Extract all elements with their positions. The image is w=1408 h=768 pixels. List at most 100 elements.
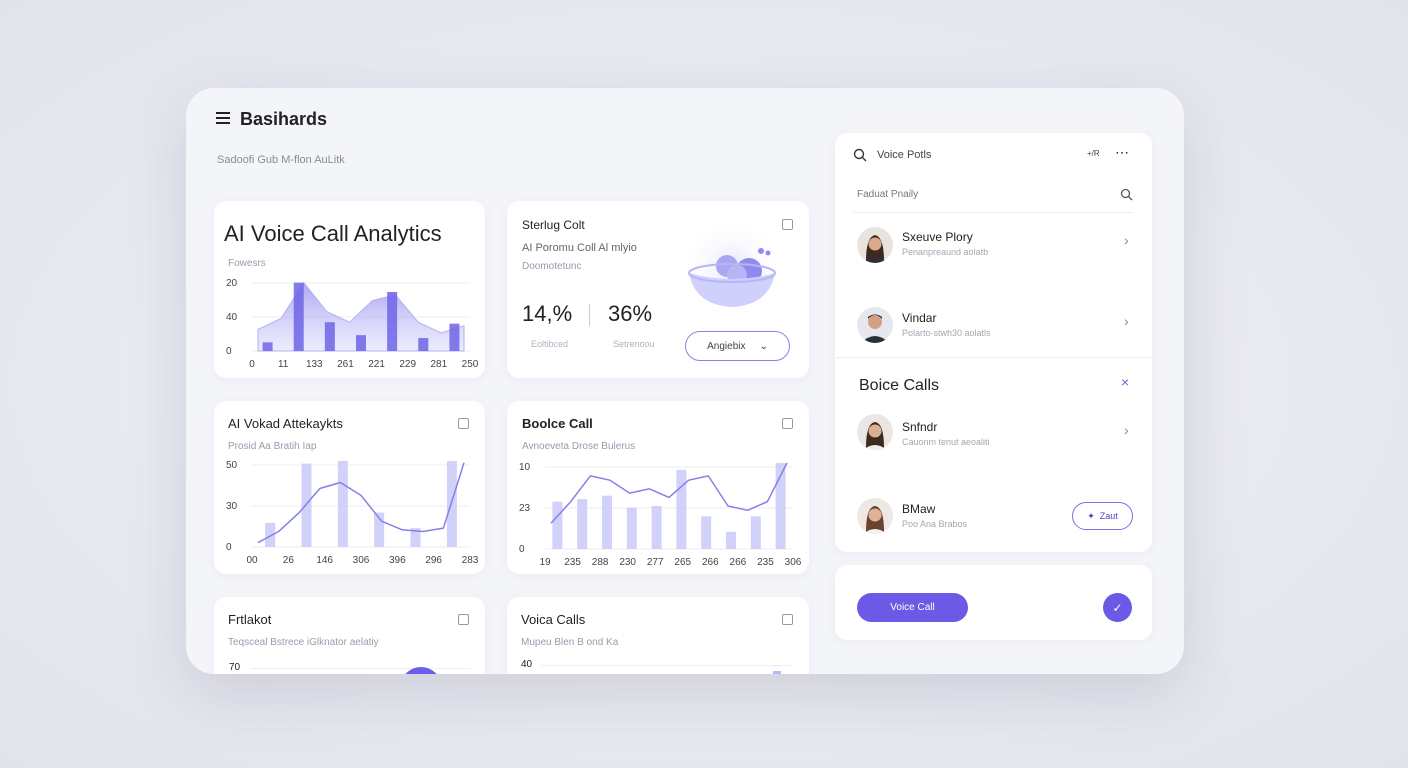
card-menu[interactable] [458,418,469,429]
button-label: Angiebix [707,340,746,352]
action-button[interactable]: ✦ Zaut [1072,502,1133,530]
search-field[interactable]: Voice Potls [877,149,932,161]
bar [602,495,612,549]
illustration [680,216,784,320]
x-tick-label: 396 [389,555,406,566]
avatar [857,498,893,534]
x-tick-label: 229 [399,359,416,370]
filter[interactable]: Faduat Pnaily [857,189,919,200]
section-title: Boice Calls [859,377,940,394]
close-button[interactable]: × [1121,374,1130,390]
line [257,462,465,544]
y-tick-label: 40 [226,312,238,323]
y-tick-label: 0 [519,544,525,555]
area [257,281,465,352]
x-tick-label: 296 [425,555,442,566]
y-tick-label: 23 [519,503,531,514]
card-subtitle: Mupeu Blen B ond Ka [521,637,619,648]
avatar [857,227,893,263]
bar [301,463,312,547]
bar [726,531,736,549]
y-tick-label: 0 [226,346,232,357]
y-tick-label: 40 [521,659,533,670]
card-subtitle: Prosid Aa Bratih Iap [228,441,317,452]
call-button[interactable]: Voice Call [857,593,968,622]
bar [626,507,637,549]
bar [775,463,786,549]
sidebar: Voice Potls +/R ⋯ Faduat Pnaily Sxeuve P… [835,133,1152,552]
contact-detail: Polarto-stwh30 aolatls [902,328,991,338]
confirm-button[interactable]: ✓ [1103,593,1132,622]
y-tick-label: 0 [226,542,232,553]
bar [324,322,335,351]
more-menu[interactable]: ⋯ [1115,144,1130,160]
x-tick-label: 283 [462,555,479,566]
subtitle: Sadoofi Gub M-flon AuLitk [217,154,345,166]
card-menu[interactable] [782,614,793,625]
x-tick-label: 133 [306,359,323,370]
x-tick-label: 306 [353,555,370,566]
card-menu[interactable] [458,614,469,625]
card-title: Boolce Call [522,416,593,431]
x-tick-label: 261 [337,359,354,370]
y-tick-label: 10 [519,462,531,473]
bar [577,499,588,549]
chevron[interactable]: › [1124,313,1129,329]
analytics-card: Frtlakot Teqsceal Bstrece iGlknator aela… [214,597,485,674]
x-tick-label: 26 [283,555,295,566]
card-menu[interactable] [782,418,793,429]
chevron: ⌄ [759,340,768,352]
menu-icon[interactable] [216,112,230,124]
contact-name[interactable]: Snfndr [902,420,938,434]
x-tick-label: 235 [564,557,581,568]
contact-detail: Cauonm tenut aeoaliti [902,437,990,447]
bar [356,335,366,351]
bar [701,516,712,549]
card-title: Frtlakot [228,612,272,627]
grid-line [251,668,471,669]
contact-name[interactable]: Vindar [902,311,937,325]
stat-label: Eoltibced [531,339,569,349]
divider [589,304,590,326]
app-title: Basihards [240,109,328,129]
contact-name[interactable]: Sxeuve Plory [902,230,973,244]
x-tick-label: 19 [539,557,551,568]
stat-value: 36% [608,301,653,326]
bar [410,528,421,547]
search-icon[interactable] [1120,188,1133,201]
x-tick-label: 235 [757,557,774,568]
x-tick-label: 0 [249,359,255,370]
bar [265,522,276,547]
caption: Doomotetunc [522,261,582,272]
bar [293,282,304,351]
analytics-card: Voica Calls Mupeu Blen B ond Ka 40 [507,597,809,674]
search-icon [853,148,867,162]
decoration [400,667,442,674]
chevron[interactable]: › [1124,232,1129,248]
bar [446,461,457,547]
dashboard-panel: Basihards Sadoofi Gub M-flon AuLitk AI V… [186,88,1184,674]
divider [853,212,1133,213]
card-subtitle: AI Poromu Coll Al mlyio [522,242,637,254]
x-tick-label: 281 [431,359,448,370]
card-title: Sterlug Colt [522,218,585,232]
button-label: Zaut [1099,511,1118,521]
chevron[interactable]: › [1124,422,1129,438]
badge: +/R [1087,149,1100,158]
y-tick-label: 20 [226,278,238,289]
x-tick-label: 266 [702,557,719,568]
x-tick-label: 00 [246,555,258,566]
card-subtitle: Fowesrs [228,258,266,269]
x-tick-label: 250 [462,359,479,370]
analytics-card: AI Vokad Attekaykts Prosid Aa Bratih Iap… [214,401,485,574]
dropdown-button[interactable]: Angiebix ⌄ [685,331,790,361]
contact-name[interactable]: BMaw [902,502,936,516]
divider [835,357,1152,358]
bar [374,512,385,547]
x-tick-label: 230 [619,557,636,568]
bar [418,338,429,351]
card-menu[interactable] [782,219,793,230]
